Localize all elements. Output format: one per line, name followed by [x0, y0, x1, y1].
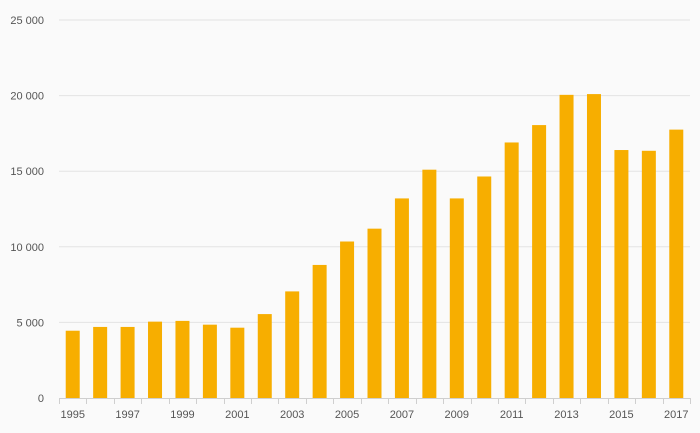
- gridlines: [59, 19, 690, 323]
- y-tick-label: 5 000: [16, 317, 44, 329]
- bar-2000: [202, 324, 217, 398]
- bar-2006: [367, 228, 382, 398]
- bar-2013: [559, 94, 574, 398]
- bar-2003: [285, 291, 300, 398]
- x-tick-label: 2003: [280, 409, 304, 421]
- x-tick-label: 2013: [554, 409, 578, 421]
- y-axis-labels: 0 5 000 10 000 15 000 20 000 25 000: [10, 15, 44, 405]
- bar-2011: [504, 142, 519, 398]
- x-axis-labels: 1995 1997 1999 2001 2003 2005 2007 2009 2011 2013…: [60, 409, 688, 421]
- y-tick-label: 15 000: [10, 166, 44, 178]
- x-tick-label: 1995: [60, 409, 84, 421]
- y-tick-label: 20 000: [10, 91, 44, 103]
- x-tick-label: 1997: [115, 409, 139, 421]
- x-tick-label: 2005: [335, 409, 359, 421]
- x-tick-label: 2007: [390, 409, 414, 421]
- x-tick-label: 2017: [664, 409, 688, 421]
- x-axis: [59, 398, 691, 404]
- bar-2005: [340, 241, 355, 398]
- bar-1995: [65, 330, 80, 398]
- x-tick-label: 2001: [225, 409, 249, 421]
- x-tick-label: 2009: [445, 409, 469, 421]
- x-tick-label: 2015: [609, 409, 633, 421]
- bar-2014: [586, 94, 601, 398]
- bar-1998: [148, 321, 163, 398]
- bar-2015: [614, 150, 629, 398]
- bar-series: [65, 94, 684, 398]
- bar-2008: [422, 169, 437, 398]
- bar-2001: [230, 327, 245, 398]
- bar-2009: [449, 198, 464, 398]
- bar-2002: [257, 314, 272, 398]
- bar-2016: [641, 150, 656, 398]
- bar-2007: [394, 198, 409, 398]
- y-tick-label: 25 000: [10, 15, 44, 27]
- bar-2017: [669, 129, 684, 398]
- x-tick-label: 1999: [170, 409, 194, 421]
- y-tick-label: 10 000: [10, 242, 44, 254]
- bar-2004: [312, 264, 327, 398]
- bar-1999: [175, 320, 190, 398]
- bar-2010: [477, 176, 492, 398]
- bar-1997: [120, 326, 135, 398]
- bar-2012: [532, 125, 547, 398]
- bar-1996: [93, 326, 108, 398]
- x-tick-label: 2011: [500, 409, 524, 421]
- y-tick-label: 0: [38, 393, 44, 405]
